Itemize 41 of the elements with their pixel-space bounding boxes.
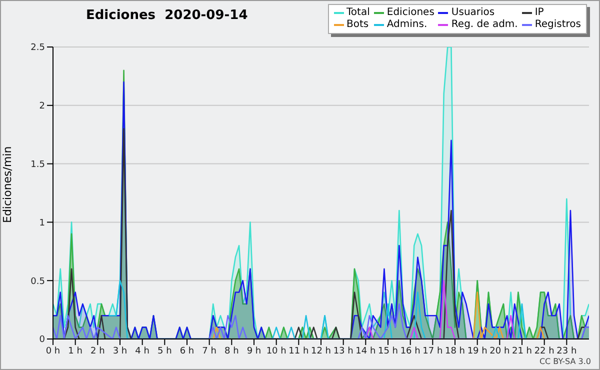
legend-label: Registros — [534, 19, 581, 31]
x-tick-label: 0 h — [46, 346, 60, 356]
y-tick-label: 1.5 — [30, 160, 45, 170]
x-tick-label: 20 h — [490, 346, 510, 356]
x-tick-label: 5 h — [158, 346, 172, 356]
legend-label: Usuarios — [451, 7, 495, 19]
x-tick-label: 8 h — [224, 346, 239, 356]
x-tick-label: 12 h — [310, 346, 332, 356]
legend-label: Total — [346, 7, 370, 19]
y-tick-label: 2.5 — [30, 43, 45, 54]
x-tick-label: 1 h — [68, 346, 82, 356]
x-tick-label: 4 h — [135, 346, 150, 356]
x-tick-label: 3 h — [112, 346, 128, 356]
x-tick-label: 21 h — [512, 346, 532, 356]
x-tick-label: 10 h — [266, 346, 286, 356]
x-tick-label: 19 h — [467, 346, 488, 356]
y-tick-label: 2 — [39, 102, 45, 112]
x-tick-label: 11 h — [288, 346, 309, 356]
legend-label: IP — [534, 7, 544, 19]
legend-label: Reg. de adm. — [451, 19, 518, 31]
x-tick-label: 22 h — [534, 346, 554, 356]
legend-label: Bots — [346, 19, 369, 31]
x-tick-label: 14 h — [356, 346, 376, 356]
x-tick-label: 17 h — [422, 346, 443, 356]
x-tick-label: 2 h — [90, 346, 105, 356]
legend-label: Ediciones — [386, 7, 434, 19]
x-tick-label: 6 h — [180, 346, 194, 356]
y-tick-label: 0.5 — [30, 276, 45, 287]
legend-label: Admins. — [386, 19, 428, 31]
y-tick-label: 0 — [39, 335, 46, 346]
x-tick-label: 9 h — [246, 346, 262, 356]
y-tick-label: 1 — [39, 218, 45, 228]
y-axis-title: Ediciones/min — [0, 146, 14, 223]
x-tick-label: 15 h — [378, 346, 398, 356]
text: CC BY-SA 3.0 — [539, 357, 591, 366]
x-tick-label: 18 h — [444, 346, 466, 356]
x-tick-label: 7 h — [202, 346, 216, 356]
chart-title: Ediciones 2020-09-14 — [86, 8, 248, 23]
x-tick-label: 16 h — [400, 346, 420, 356]
x-tick-label: 23 h — [556, 346, 577, 356]
x-tick-label: 13 h — [333, 346, 354, 356]
